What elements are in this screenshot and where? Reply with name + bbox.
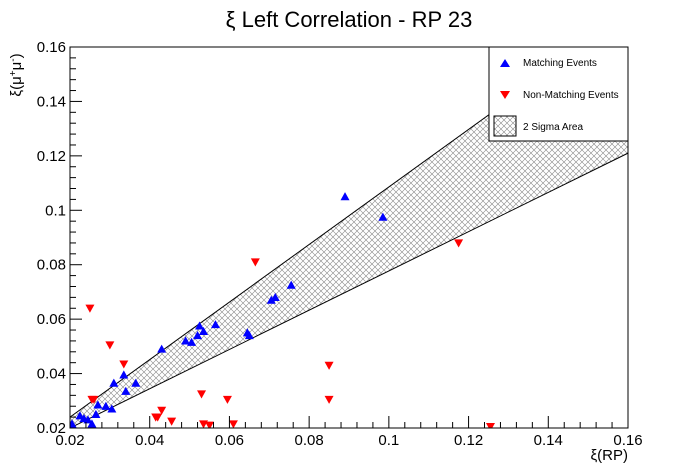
nonmatching-point-18 [485,423,495,428]
matching-point-6 [93,400,103,409]
matching-point-13 [157,344,167,353]
nonmatching-point-3 [105,341,115,350]
legend-marker-nonmatching [500,91,510,99]
matching-point-23 [270,292,280,301]
nonmatching-point-15 [324,361,334,370]
nonmatching-point-9 [197,390,207,399]
y-tick-label: 0.06 [37,311,66,328]
matching-point-21 [244,330,254,340]
legend-label-band: 2 Sigma Area [523,122,583,133]
matching-point-17 [195,321,205,330]
x-tick-label: 0.02 [55,432,84,449]
matching-point-15 [187,337,197,346]
y-tick-label: 0.16 [37,39,66,56]
legend-label-nonmatching: Non-Matching Events [523,90,619,101]
chart-title: ξ Left Correlation - RP 23 [226,7,473,32]
nonmatching-point-11 [205,421,214,428]
nonmatching-point-14 [250,258,260,267]
matching-point-25 [340,192,350,201]
legend-label-matching: Matching Events [523,58,597,69]
matching-point-3 [83,415,93,424]
matching-point-9 [109,378,119,387]
legend: Matching Events Non-Matching Events 2 Si… [488,46,629,142]
nonmatching-point-2 [89,395,99,404]
plot-frame [69,46,629,429]
nonmatching-point-16 [324,395,334,404]
axes: 0.02 0.04 0.06 0.08 0.1 0.12 0.14 0.16 0.02 0.04 0… [37,39,643,449]
nonmatching-point-12 [222,395,232,404]
y-tick-label: 0.08 [37,257,66,274]
x-tick-label: 0.06 [215,432,244,449]
matching-point-10 [119,370,129,379]
nonmatching-point-17 [454,239,464,248]
matching-point-26 [378,212,388,221]
sigma-band [70,47,628,428]
matching-point-14 [181,336,191,345]
y-tick-label: 0.1 [45,202,66,219]
matching-point-19 [210,320,220,329]
nonmatching-point-4 [119,360,129,369]
nonmatching-point-7 [157,406,167,415]
plot-area [70,47,628,428]
band-lower-edge [70,152,628,428]
y-label-mid: μ [8,62,25,71]
matching-point-7 [101,401,111,410]
matching-point-12 [131,378,141,387]
x-tick-label: 0.04 [135,432,164,449]
legend-band-swatch [493,115,517,137]
y-tick-label: 0.12 [37,148,66,165]
matching-point-5 [91,409,101,418]
nonmatching-point-8 [167,417,177,426]
y-tick-label: 0.04 [37,366,66,383]
matching-point-0 [70,419,77,428]
y-tick-label: 0.14 [37,93,66,110]
y-tick-label: 0.02 [37,420,66,437]
y-label-end: ) [8,53,25,58]
nonmatching-point-13 [228,420,238,428]
legend-marker-matching [500,59,510,67]
y-axis-label: ξ(μ+μ-) [8,53,26,96]
x-axis-label: ξ(RP) [590,447,628,464]
matching-point-24 [286,280,296,289]
matching-point-4 [87,419,97,428]
matching-point-22 [266,295,276,304]
matching-point-16 [193,330,203,340]
x-tick-label: 0.14 [534,432,563,449]
matching-point-18 [199,326,209,335]
nonmatching-point-0 [85,304,95,313]
x-tick-label: 0.08 [295,432,324,449]
matching-point-11 [121,386,131,395]
y-label-sup1: + [8,70,19,76]
y-label-base: ξ(μ [8,76,25,96]
y-label-sup2: - [8,58,19,61]
nonmatching-point-6 [153,413,163,422]
x-tick-label: 0.1 [378,432,399,449]
x-tick-label: 0.12 [454,432,483,449]
matching-point-8 [107,404,117,413]
x-tick-label: 0.16 [613,432,642,449]
